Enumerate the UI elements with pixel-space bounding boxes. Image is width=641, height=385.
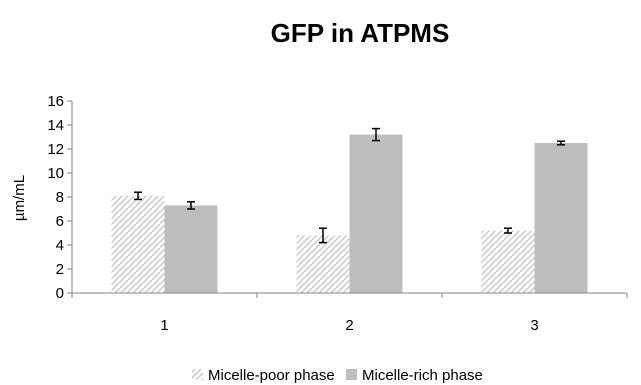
- error-bar: [504, 227, 512, 234]
- legend-label: Micelle-poor phase: [208, 367, 335, 384]
- y-tick-label: 6: [56, 213, 64, 230]
- bar-micelle-rich-3: [534, 143, 588, 293]
- bar-micelle-poor-1: [111, 195, 165, 293]
- y-tick-label: 0: [56, 285, 64, 302]
- y-tick-label: 16: [47, 93, 64, 110]
- x-tick-label: 3: [530, 317, 538, 334]
- chart-title: GFP in ATPMS: [271, 18, 450, 48]
- y-tick-label: 8: [56, 189, 64, 206]
- y-tick-label: 4: [56, 237, 64, 254]
- bar-micelle-poor-2: [296, 235, 350, 293]
- legend-item: Micelle-poor phase: [192, 367, 335, 384]
- y-tick-label: 14: [47, 117, 64, 134]
- legend-item: Micelle-rich phase: [346, 367, 483, 384]
- error-bar: [372, 127, 380, 142]
- legend-swatch: [346, 369, 357, 380]
- x-tick-label: 1: [160, 317, 168, 334]
- legend-label: Micelle-rich phase: [362, 367, 483, 384]
- y-tick-label: 10: [47, 165, 64, 182]
- bar-micelle-rich-1: [164, 205, 218, 293]
- error-bar: [187, 201, 195, 210]
- legend-swatch: [192, 369, 203, 380]
- error-bar: [557, 140, 565, 146]
- error-bar: [134, 191, 142, 201]
- y-axis-title: µm/mL: [11, 175, 28, 221]
- legend: Micelle-poor phase Micelle-rich phase: [192, 367, 483, 384]
- error-bar: [319, 227, 327, 244]
- bar-micelle-rich-2: [349, 134, 403, 293]
- bar-micelle-poor-3: [481, 230, 535, 293]
- y-tick-label: 2: [56, 261, 64, 278]
- x-tick-label: 2: [345, 317, 353, 334]
- y-tick-label: 12: [47, 141, 64, 158]
